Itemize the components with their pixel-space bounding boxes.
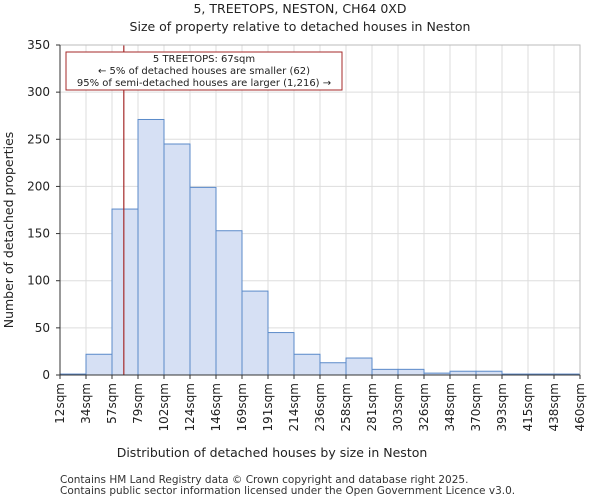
y-tick-label: 0 [42, 368, 50, 382]
bar-169sqm [241, 290, 269, 376]
y-tick-labels: 0 50 100 150 200 250 300 350 [27, 38, 60, 382]
bar-191sqm [267, 332, 295, 376]
x-tick-label: 124sqm [183, 383, 197, 431]
bar-79sqm [137, 118, 165, 376]
x-tick-label: 303sqm [391, 383, 405, 431]
chart-title: 5, TREETOPS, NESTON, CH64 0XD [193, 1, 406, 16]
x-tick-label: 169sqm [235, 383, 249, 431]
footer-line-1: Contains HM Land Registry data © Crown c… [60, 474, 468, 486]
x-tick-labels: 12sqm 34sqm 57sqm 79sqm 102sqm 124sqm 146sqm 16… [53, 375, 587, 431]
x-tick-label: 415sqm [521, 383, 535, 431]
y-tick-label: 250 [27, 132, 50, 146]
x-axis-label: Distribution of detached houses by size … [117, 445, 428, 460]
footer-line-2: Contains public sector information licen… [60, 485, 515, 497]
x-tick-label: 438sqm [547, 383, 561, 431]
bar-34sqm [85, 353, 113, 376]
x-tick-label: 281sqm [365, 383, 379, 431]
chart-subtitle: Size of property relative to detached ho… [130, 19, 471, 34]
x-tick-label: 34sqm [79, 383, 93, 424]
bar-214sqm [293, 353, 321, 376]
y-tick-label: 150 [27, 227, 50, 241]
x-tick-label: 393sqm [495, 383, 509, 431]
bar-348sqm [449, 370, 477, 376]
x-tick-label: 102sqm [157, 383, 171, 431]
x-tick-label: 326sqm [417, 383, 431, 431]
annotation-line-2: ← 5% of detached houses are smaller (62) [98, 66, 310, 77]
x-tick-label: 12sqm [53, 383, 67, 424]
y-tick-label: 200 [27, 179, 50, 193]
bar-102sqm [163, 143, 191, 376]
bar-146sqm [215, 230, 243, 376]
x-tick-label: 57sqm [105, 383, 119, 424]
x-tick-label: 191sqm [261, 383, 275, 431]
x-tick-label: 214sqm [287, 383, 301, 431]
y-axis-label: Number of detached properties [1, 132, 16, 329]
bar-124sqm [189, 186, 217, 376]
bar-236sqm [319, 362, 347, 376]
annotation-line-1: 5 TREETOPS: 67sqm [153, 54, 255, 65]
y-tick-label: 350 [27, 38, 50, 52]
bar-370sqm [475, 370, 503, 376]
annotation-frame [65, 51, 343, 91]
x-tick-label: 348sqm [443, 383, 457, 431]
bar-281sqm [371, 368, 399, 376]
x-tick-label: 258sqm [339, 383, 353, 431]
x-tick-label: 146sqm [209, 383, 223, 431]
y-tick-label: 100 [27, 274, 50, 288]
bar-258sqm [345, 357, 373, 376]
y-tick-label: 50 [35, 321, 50, 335]
bar-57sqm [111, 208, 139, 376]
y-tick-label: 300 [27, 85, 50, 99]
bar-303sqm [397, 368, 425, 376]
annotation-line-3: 95% of semi-detached houses are larger (… [77, 78, 331, 89]
x-tick-label: 236sqm [313, 383, 327, 431]
x-tick-label: 370sqm [469, 383, 483, 431]
annotation-box: 5 TREETOPS: 67sqm ← 5% of detached house… [65, 51, 343, 91]
x-tick-label: 79sqm [131, 383, 145, 424]
x-tick-label: 460sqm [573, 383, 587, 431]
